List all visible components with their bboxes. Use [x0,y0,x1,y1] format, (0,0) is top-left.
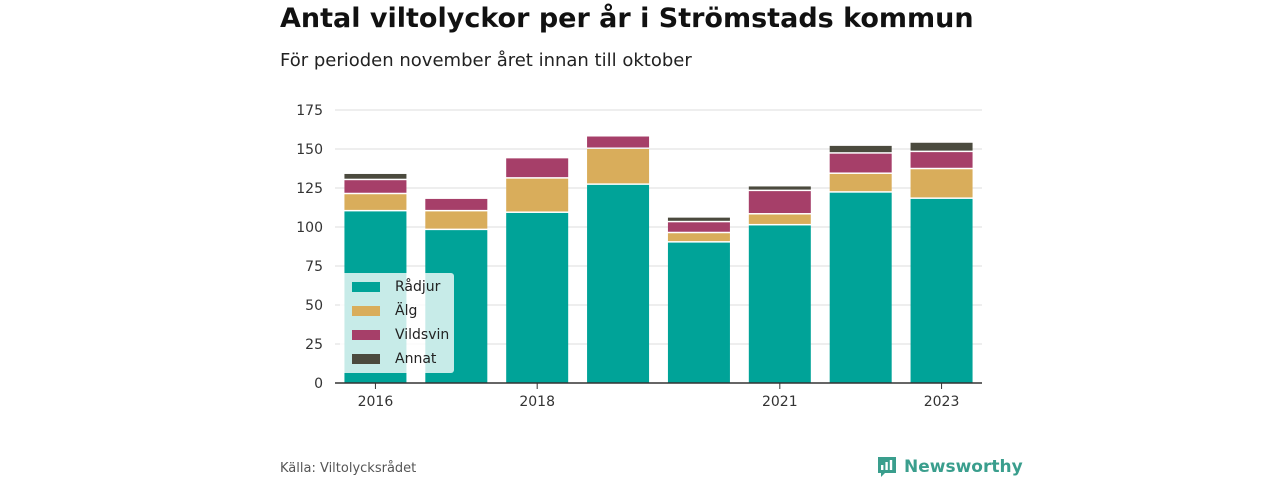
bar-2023-Annat [910,142,973,151]
y-tick-label: 0 [314,376,323,392]
legend-swatch-alg [352,306,380,316]
source-text: Källa: Viltolycksrådet [280,461,417,476]
bar-2022-Annat [829,145,892,153]
legend-label-vildsvin: Vildsvin [395,327,450,343]
y-tick-label: 125 [296,181,323,197]
legend-label-radjur: Rådjur [395,279,441,295]
bar-2021-Älg [748,214,811,224]
bar-2020-Rådjur [667,242,730,383]
chart-legend: Rådjur Älg Vildsvin Annat [340,273,454,373]
y-tick-label: 25 [305,337,323,353]
legend-item-vildsvin: Vildsvin [352,325,449,345]
bar-2017-Älg [425,211,488,229]
x-tick-label: 2021 [762,394,798,410]
newsworthy-icon [878,457,896,477]
bar-2020-Annat [667,217,730,221]
bar-2016-Annat [344,173,407,179]
bar-2021-Annat [748,186,811,190]
bar-2021-Vildsvin [748,191,811,214]
bar-2020-Vildsvin [667,222,730,232]
bar-2018-Vildsvin [506,158,569,178]
legend-item-alg: Älg [352,301,417,321]
bar-2018-Rådjur [506,212,569,383]
legend-item-annat: Annat [352,349,436,369]
bar-2016-Vildsvin [344,180,407,193]
bar-2017-Vildsvin [425,198,488,210]
y-tick-label: 150 [296,142,323,158]
bar-2020-Älg [667,233,730,242]
bar-2019-Rådjur [587,184,650,383]
legend-swatch-annat [352,354,380,364]
y-tick-label: 50 [305,298,323,314]
bar-2023-Rådjur [910,198,973,383]
legend-label-alg: Älg [395,303,418,319]
legend-label-annat: Annat [395,351,437,367]
bar-2019-Älg [587,149,650,184]
y-tick-label: 175 [296,103,323,119]
bar-2021-Rådjur [748,225,811,383]
y-tick-label: 100 [296,220,323,236]
bar-2019-Vildsvin [587,136,650,148]
newsworthy-logo[interactable]: Newsworthy [876,455,1023,479]
bar-2016-Älg [344,194,407,210]
legend-swatch-radjur [352,282,380,292]
legend-swatch-vildsvin [352,330,380,340]
bar-2023-Vildsvin [910,152,973,168]
x-tick-label: 2018 [519,394,555,410]
x-tick-label: 2016 [358,394,394,410]
bar-2022-Vildsvin [829,153,892,173]
chart-subtitle: För perioden november året innan till ok… [280,50,692,71]
chart-title: Antal viltolyckor per år i Strömstads ko… [280,3,974,34]
x-tick-label: 2023 [924,394,960,410]
brand-name: Newsworthy [904,457,1023,477]
bar-2023-Älg [910,169,973,198]
bar-2022-Rådjur [829,192,892,383]
bar-2018-Älg [506,178,569,212]
bar-2022-Älg [829,173,892,192]
legend-item-radjur: Rådjur [352,277,440,297]
y-tick-label: 75 [305,259,323,275]
